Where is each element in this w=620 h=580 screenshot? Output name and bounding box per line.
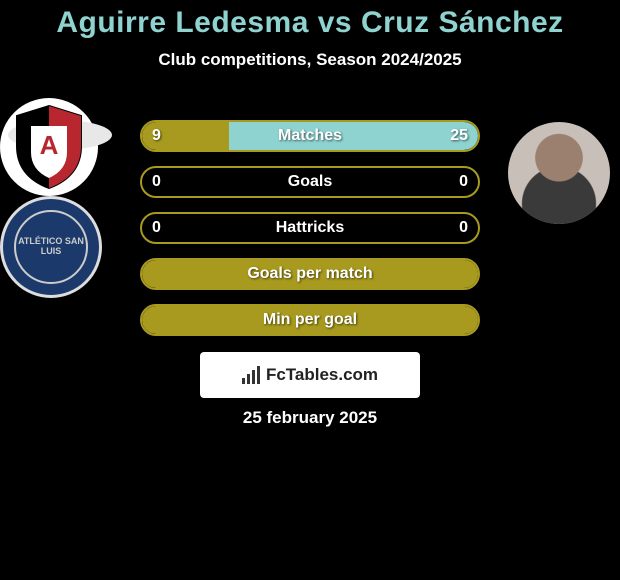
stat-label: Min per goal: [142, 306, 478, 334]
stat-label: Matches: [142, 122, 478, 150]
face-icon: [508, 122, 610, 224]
stats-column: 925Matches 00Goals 00Hattricks Goals per ma…: [140, 120, 480, 350]
stat-label: Hattricks: [142, 214, 478, 242]
stat-label: Goals per match: [142, 260, 478, 288]
player1-club-badge: A: [0, 98, 98, 196]
barchart-icon: [242, 366, 260, 384]
club1-letter: A: [40, 130, 59, 160]
stat-row: 00Hattricks: [140, 212, 480, 244]
watermark: FcTables.com: [200, 352, 420, 398]
watermark-text: FcTables.com: [266, 365, 378, 385]
stat-label: Goals: [142, 168, 478, 196]
stat-row: 00Goals: [140, 166, 480, 198]
date-text: 25 february 2025: [0, 408, 620, 428]
page-title: Aguirre Ledesma vs Cruz Sánchez: [0, 6, 620, 40]
shield-icon: A: [13, 104, 85, 190]
comparison-infographic: Aguirre Ledesma vs Cruz Sánchez Club com…: [0, 0, 620, 440]
stat-row: 925Matches: [140, 120, 480, 152]
subtitle: Club competitions, Season 2024/2025: [0, 50, 620, 70]
stat-row: Goals per match: [140, 258, 480, 290]
player2-club-badge: ATLÉTICO SAN LUIS: [0, 196, 102, 298]
player2-avatar: [508, 122, 610, 224]
club2-text: ATLÉTICO SAN LUIS: [14, 210, 88, 284]
stat-row: Min per goal: [140, 304, 480, 336]
